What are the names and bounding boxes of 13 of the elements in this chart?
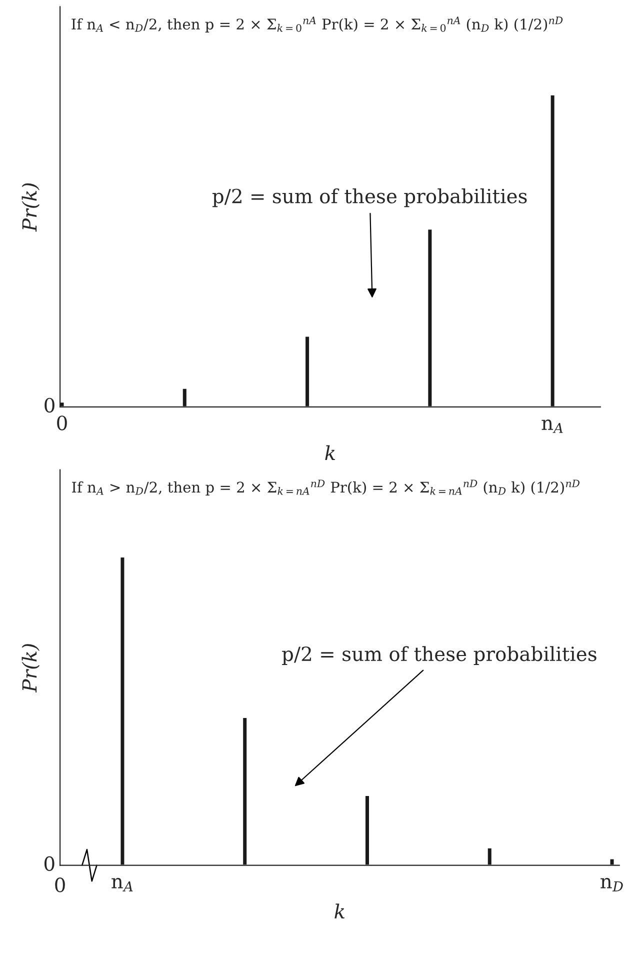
x-tick-label: n$_{A}$ xyxy=(542,420,563,433)
chart-title: If n$_{A}$ > n$_{D}$/2, then p = 2 × Σ$_{k=nA}$$^{nD}$ Pr(k) = 2 × Σ$_{k=nA}$$^{nD}$ (n$_{D}$ k) (1/2)$^{nD}$ xyxy=(72,480,580,496)
x-axis-title: k xyxy=(325,445,335,460)
annotation: p/2 = sum of these probabilities xyxy=(212,188,527,208)
chart-title: If n$_{A}$ < n$_{D}$/2, then p = 2 × Σ$_{k=0}$$^{nA}$ Pr(k) = 2 × Σ$_{k=0}$$^{nA}$ (n$_{D}$ k) (1/2)$^{nD}$ xyxy=(72,16,563,32)
x-tick-label: n$_{A}$ xyxy=(112,878,133,892)
x-axis-title: k xyxy=(334,904,344,918)
annotation: p/2 = sum of these probabilities xyxy=(282,646,596,665)
y-axis-title: Pr(k) xyxy=(22,644,40,693)
text: 0 xyxy=(44,398,54,413)
text: 0 xyxy=(44,856,54,871)
y-axis-title: Pr(k) xyxy=(22,183,40,232)
x-tick-label: n$_{D}$ xyxy=(600,878,623,892)
